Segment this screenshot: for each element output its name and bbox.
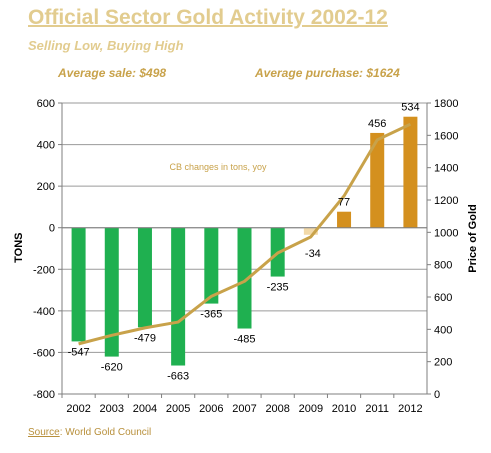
source-label: Source — [28, 427, 60, 438]
y-tick-label: 600 — [37, 98, 55, 110]
y2-tick-label: 1800 — [434, 98, 458, 110]
source-note: Source: World Gold Council — [28, 427, 151, 438]
y2-tick-label: 400 — [434, 324, 452, 336]
chart-title: Official Sector Gold Activity 2002-12 — [28, 6, 388, 29]
bar-2006 — [204, 227, 219, 304]
x-tick-label: 2004 — [133, 403, 157, 415]
bar-2011 — [370, 132, 385, 228]
y2-tick-label: 200 — [434, 357, 452, 369]
axes: 600 400 200 0 -200 -400 -600 -800 1800 1600 1400 12… — [33, 98, 459, 415]
bar-2007 — [237, 227, 252, 329]
y-tick-label: 200 — [37, 181, 55, 193]
y-tick-label: -600 — [33, 347, 55, 359]
x-tick-label: 2002 — [66, 403, 90, 415]
y2-tick-label: 800 — [434, 260, 452, 272]
bar-2012 — [403, 116, 418, 228]
x-tick-label: 2011 — [365, 403, 389, 415]
x-tick-label: 2006 — [199, 403, 223, 415]
data-label: -663 — [167, 371, 189, 383]
bar-series — [71, 116, 418, 366]
data-label: -620 — [101, 362, 123, 374]
x-tick-label: 2008 — [265, 403, 289, 415]
data-label: -485 — [233, 334, 255, 346]
y-tick-label: 0 — [49, 223, 55, 235]
y2-tick-label: 1000 — [434, 227, 458, 239]
x-tick-label: 2009 — [299, 403, 323, 415]
y2-tick-label: 1600 — [434, 130, 458, 142]
chart-subtitle: Selling Low, Buying High — [28, 38, 184, 53]
y2-tick-label: 0 — [434, 389, 440, 401]
bar-2004 — [137, 227, 152, 328]
data-label: 77 — [338, 197, 350, 209]
y-tick-label: -400 — [33, 306, 55, 318]
y2-tick-label: 1200 — [434, 195, 458, 207]
data-label: 456 — [368, 118, 386, 130]
x-tick-label: 2010 — [332, 403, 356, 415]
data-label: -34 — [305, 248, 321, 260]
bar-2005 — [171, 227, 186, 366]
chart-annotation: CB changes in tons, yoy — [169, 162, 267, 172]
bar-2002 — [71, 227, 86, 342]
average-purchase-note: Average purchase: $1624 — [255, 66, 400, 80]
y-tick-label: 400 — [37, 140, 55, 152]
x-tick-label: 2005 — [166, 403, 190, 415]
bar-2009 — [303, 227, 318, 235]
x-tick-label: 2012 — [398, 403, 422, 415]
bar-2003 — [104, 227, 119, 357]
y-axis-label: TONS — [13, 233, 25, 263]
y2-tick-label: 600 — [434, 292, 452, 304]
y-tick-label: -800 — [33, 389, 55, 401]
price-line — [78, 122, 412, 346]
x-tick-label: 2007 — [232, 403, 256, 415]
bar-2010 — [337, 211, 352, 228]
data-label: -365 — [200, 309, 222, 321]
y-tick-label: -200 — [33, 264, 55, 276]
data-label: -235 — [267, 282, 289, 294]
data-labels: -547 -620 -479 -663 -365 -485 -235 -34 77 456 534 — [68, 102, 420, 383]
y2-axis-label: Price of Gold — [467, 204, 479, 272]
data-label: -547 — [68, 346, 90, 358]
x-tick-label: 2003 — [100, 403, 124, 415]
price-line-series — [78, 122, 412, 346]
source-text: : World Gold Council — [59, 427, 152, 438]
data-label: -479 — [134, 332, 156, 344]
y2-tick-label: 1400 — [434, 163, 458, 175]
average-sale-note: Average sale: $498 — [58, 66, 167, 80]
data-label: 534 — [401, 102, 419, 114]
